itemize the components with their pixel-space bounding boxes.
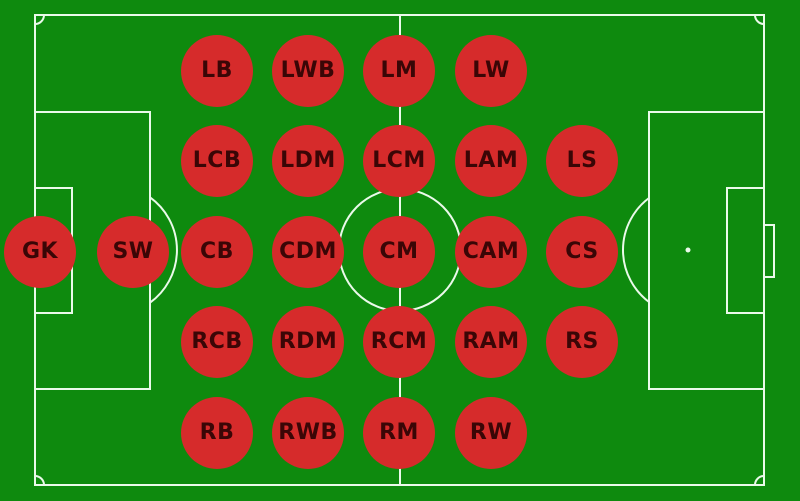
position-marker-cm: CM xyxy=(363,216,435,288)
position-label: LM xyxy=(380,58,418,83)
position-marker-ls: LS xyxy=(546,125,618,197)
position-marker-rs: RS xyxy=(546,306,618,378)
position-marker-ram: RAM xyxy=(455,306,527,378)
position-label: CS xyxy=(565,239,599,264)
position-marker-lb: LB xyxy=(181,35,253,107)
position-label: LAM xyxy=(463,148,519,173)
position-marker-cdm: CDM xyxy=(272,216,344,288)
position-marker-gk: GK xyxy=(4,216,76,288)
position-label: LS xyxy=(566,148,598,173)
position-label: CM xyxy=(379,239,419,264)
position-label: RB xyxy=(199,420,235,445)
right-goal xyxy=(763,224,775,278)
position-marker-lcm: LCM xyxy=(363,125,435,197)
position-label: LWB xyxy=(280,58,336,83)
position-label: RCM xyxy=(370,329,428,354)
position-label: RAM xyxy=(462,329,520,354)
position-label: RDM xyxy=(278,329,338,354)
position-marker-rwb: RWB xyxy=(272,397,344,469)
position-marker-rcb: RCB xyxy=(181,306,253,378)
position-marker-cs: CS xyxy=(546,216,618,288)
corner-arc-bottom-left xyxy=(34,475,45,486)
position-label: LW xyxy=(472,58,510,83)
position-marker-lm: LM xyxy=(363,35,435,107)
corner-arc-bottom-right xyxy=(754,475,765,486)
position-label: CAM xyxy=(462,239,520,264)
left-penalty-arc xyxy=(149,196,178,304)
position-label: CB xyxy=(200,239,234,264)
position-marker-ldm: LDM xyxy=(272,125,344,197)
position-label: LCM xyxy=(372,148,426,173)
corner-arc-top-left xyxy=(34,14,45,25)
position-marker-lcb: LCB xyxy=(181,125,253,197)
position-marker-rb: RB xyxy=(181,397,253,469)
position-label: RWB xyxy=(278,420,338,445)
position-marker-lwb: LWB xyxy=(272,35,344,107)
position-marker-rm: RM xyxy=(363,397,435,469)
corner-arc-top-right xyxy=(754,14,765,25)
right-penalty-spot xyxy=(685,247,691,253)
position-marker-rw: RW xyxy=(455,397,527,469)
position-label: RS xyxy=(565,329,599,354)
position-marker-cam: CAM xyxy=(455,216,527,288)
position-label: RW xyxy=(469,420,513,445)
position-label: SW xyxy=(112,239,154,264)
position-marker-cb: CB xyxy=(181,216,253,288)
position-label: GK xyxy=(21,239,59,264)
position-label: LB xyxy=(201,58,233,83)
position-marker-sw: SW xyxy=(97,216,169,288)
position-label: RCB xyxy=(191,329,243,354)
position-label: LDM xyxy=(280,148,336,173)
position-label: LCB xyxy=(192,148,242,173)
position-marker-lam: LAM xyxy=(455,125,527,197)
position-marker-lw: LW xyxy=(455,35,527,107)
position-label: RM xyxy=(379,420,419,445)
right-penalty-arc xyxy=(622,197,650,303)
position-marker-rdm: RDM xyxy=(272,306,344,378)
position-marker-rcm: RCM xyxy=(363,306,435,378)
position-label: CDM xyxy=(279,239,337,264)
